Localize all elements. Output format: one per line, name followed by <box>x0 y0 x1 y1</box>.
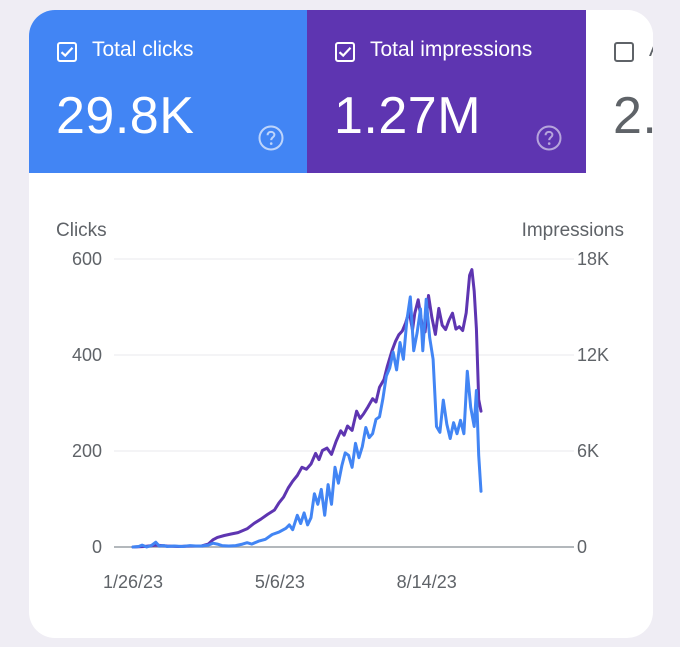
total-impressions-tile[interactable]: Total impressions 1.27M <box>307 10 586 173</box>
x-tick-label: 8/14/23 <box>397 572 457 592</box>
left-axis-title: Clicks <box>56 220 107 241</box>
tick-labels: 0 200 400 600 0 6K 12K 18K 1/26/23 5/6/23 8/14/23 <box>72 249 609 592</box>
impressions-series-line <box>131 268 483 549</box>
performance-card: Total clicks 29.8K Total impressions 1.2… <box>29 10 653 638</box>
total-impressions-value: 1.27M <box>334 87 482 145</box>
y-right-tick-label: 0 <box>577 537 587 557</box>
third-metric-value: 2. <box>613 87 653 145</box>
total-clicks-tile[interactable]: Total clicks 29.8K <box>29 10 307 173</box>
y-left-tick-label: 200 <box>72 441 102 461</box>
grid-lines <box>114 258 574 548</box>
help-circle-icon[interactable] <box>258 125 284 151</box>
third-metric-label: A <box>649 38 653 62</box>
help-circle-icon[interactable] <box>536 125 562 151</box>
third-metric-tile[interactable]: A 2. <box>586 10 653 173</box>
total-impressions-label: Total impressions <box>370 38 533 61</box>
clicks-series-line <box>131 295 483 549</box>
y-left-tick-label: 400 <box>72 345 102 365</box>
y-right-tick-label: 6K <box>577 441 599 461</box>
checkbox-unchecked-icon[interactable] <box>614 42 634 62</box>
x-tick-label: 5/6/23 <box>255 572 305 592</box>
checkbox-checked-icon[interactable] <box>57 42 77 62</box>
y-right-tick-label: 12K <box>577 345 609 365</box>
y-right-tick-label: 18K <box>577 249 609 269</box>
performance-chart: Clicks Impressions 0 200 400 600 0 6K 12K 18K 1/… <box>56 220 624 592</box>
right-axis-title: Impressions <box>522 220 624 241</box>
y-left-tick-label: 0 <box>92 537 102 557</box>
x-tick-label: 1/26/23 <box>103 572 163 592</box>
total-clicks-value: 29.8K <box>56 87 195 145</box>
series-lines <box>131 268 483 549</box>
checkbox-checked-icon[interactable] <box>335 42 355 62</box>
y-left-tick-label: 600 <box>72 249 102 269</box>
total-clicks-label: Total clicks <box>92 38 194 61</box>
